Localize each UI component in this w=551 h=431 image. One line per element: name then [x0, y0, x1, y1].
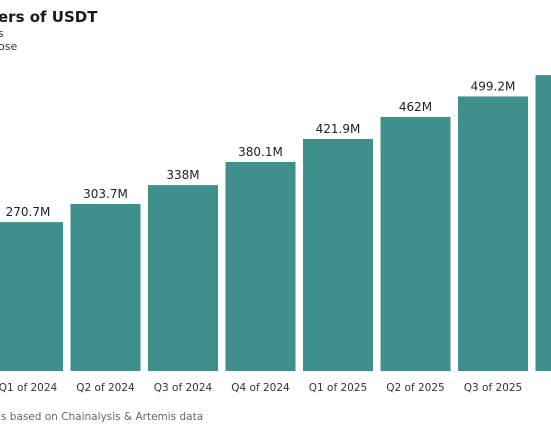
bar — [535, 75, 551, 371]
bar — [148, 185, 218, 371]
value-label: 499.2M — [471, 79, 516, 93]
x-tick-label: Q2 of 2024 — [76, 382, 135, 394]
chart-title: ers of USDT — [0, 8, 98, 26]
subtitle-line: s — [0, 27, 4, 40]
x-tick-label: Q2 of 2025 — [386, 382, 444, 394]
value-label: 338M — [166, 168, 199, 182]
x-tick-label: Q3 of 2024 — [154, 382, 213, 394]
value-label: 462M — [399, 100, 432, 114]
x-tick-label: Q1 of 2025 — [309, 382, 367, 394]
value-label: 270.7M — [6, 205, 51, 219]
x-tick-label: Q1 of 2024 — [0, 382, 58, 394]
value-label: 380.1M — [238, 145, 283, 159]
source-note: is based on Chainalysis & Artemis data — [0, 411, 203, 423]
bar — [458, 96, 528, 371]
bar — [225, 161, 296, 371]
x-tick-label: Q3 of 2025 — [464, 382, 522, 394]
bar — [303, 138, 373, 371]
value-label: 303.7M — [83, 187, 128, 201]
bar — [70, 203, 141, 371]
x-tick-label: Q4 of 2024 — [231, 382, 290, 394]
subtitle-line: ose — [0, 40, 17, 53]
bar — [380, 116, 451, 372]
value-label: 421.9M — [316, 122, 361, 136]
bar — [0, 222, 63, 371]
